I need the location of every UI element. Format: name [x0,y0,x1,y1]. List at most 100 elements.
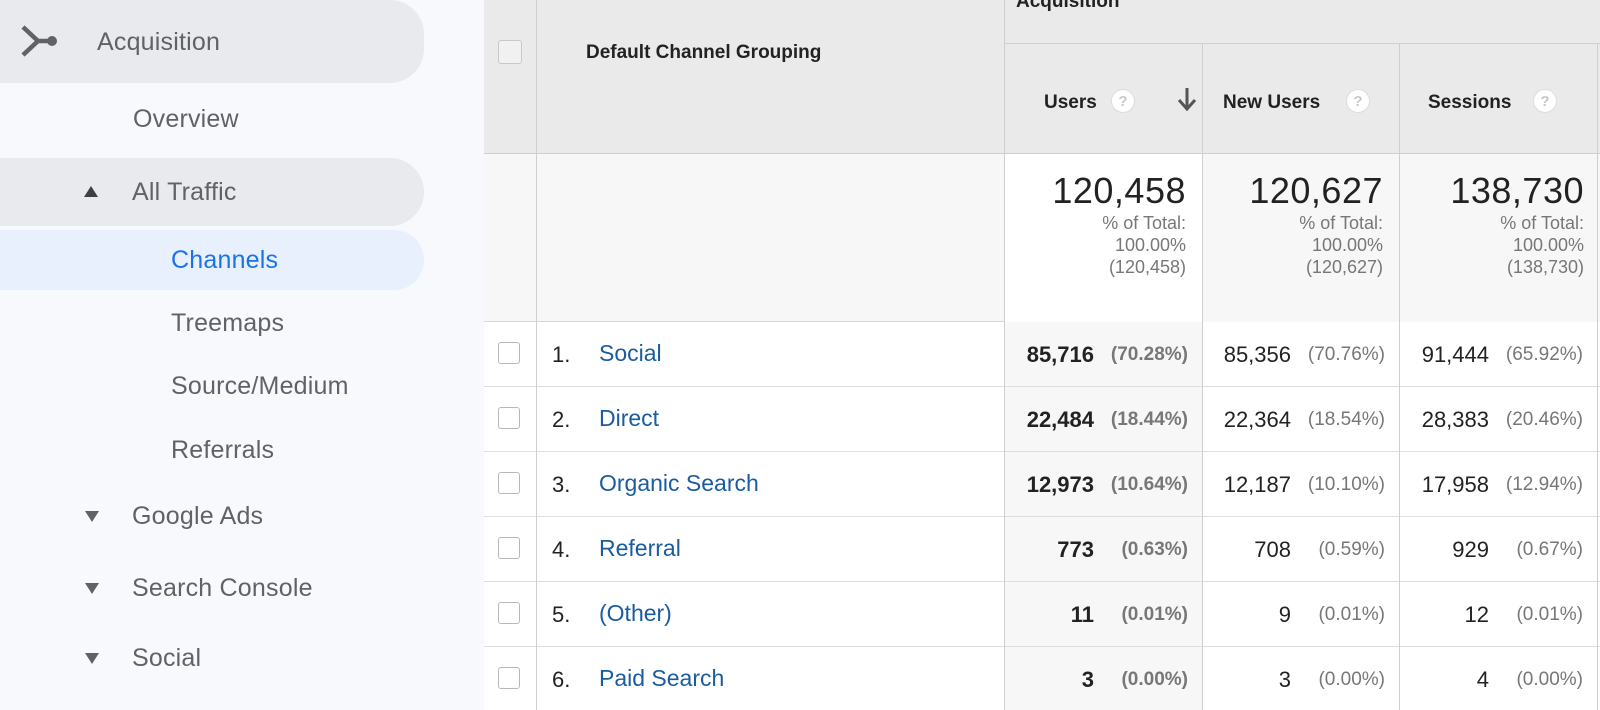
sessions-header[interactable]: Sessions [1428,92,1512,113]
new-users-value: 85,356 [1223,342,1291,367]
total-users-cell: 120,458 % of Total: 100.00% (120,458) [1004,154,1202,322]
nav-referrals-label: Referrals [171,436,275,464]
collapse-arrow-icon [84,186,98,197]
sessions-cell: 91,444 (65.92%) [1399,322,1597,386]
nav-google-ads[interactable]: Google Ads [0,486,424,546]
row-index: 4. [552,537,571,562]
row-checkbox[interactable] [498,602,520,624]
nav-channels[interactable]: Channels [0,230,424,290]
row-index: 3. [552,472,571,497]
nav-treemaps[interactable]: Treemaps [0,294,424,354]
new-users-percent: (0.01%) [1318,604,1385,625]
new-users-cell: 85,356 (70.76%) [1202,322,1399,386]
new-users-help-icon[interactable]: ? [1346,89,1370,113]
nav-social-label: Social [132,644,202,672]
nav-google-ads-label: Google Ads [132,502,264,530]
channel-link[interactable]: Paid Search [599,665,725,691]
acquisition-icon [21,25,57,57]
channel-link[interactable]: Direct [599,405,660,431]
channel-link[interactable]: Referral [599,535,681,561]
nav-source-medium[interactable]: Source/Medium [0,357,424,417]
channel-link[interactable]: Organic Search [599,470,759,496]
channel-link[interactable]: Social [599,340,662,366]
new-users-cell: 12,187 (10.10%) [1202,452,1399,516]
sessions-value: 91,444 [1421,342,1489,367]
pct-label: % of Total: [1102,213,1186,233]
col-divider [1597,43,1598,710]
sessions-value: 17,958 [1421,472,1489,497]
row-index: 5. [552,602,571,627]
pct-label: % of Total: [1500,213,1584,233]
users-cell: 11 (0.01%) [1004,582,1202,646]
nav-treemaps-label: Treemaps [171,309,285,337]
total-sessions-sub: % of Total: 100.00% (138,730) [1500,212,1584,278]
table-row: 2. Direct 22,484 (18.44%) 22,364 (18.54%) 28,3… [484,387,1600,452]
users-help-icon[interactable]: ? [1111,89,1135,113]
col-divider [1399,43,1400,710]
new-users-value: 708 [1254,537,1291,562]
acquisition-group-header: Acquisition [1016,0,1120,12]
new-users-value: 3 [1278,667,1291,692]
nav-source-medium-label: Source/Medium [171,372,349,400]
table-row: 5. (Other) 11 (0.01%) 9 (0.01%) 12 (0.01%) [484,582,1600,647]
row-checkbox[interactable] [498,667,520,689]
users-percent: (0.01%) [1121,604,1188,625]
expand-arrow-icon [85,583,99,594]
sessions-percent: (0.01%) [1516,604,1583,625]
sessions-help-icon[interactable]: ? [1533,89,1557,113]
totals-row: 120,458 % of Total: 100.00% (120,458) 12… [484,154,1600,322]
users-value: 11 [1070,602,1094,627]
new-users-percent: (0.59%) [1318,539,1385,560]
total-value: (120,627) [1305,257,1383,277]
sessions-cell: 4 (0.00%) [1399,647,1597,710]
total-sessions-value: 138,730 [1450,170,1584,211]
expand-arrow-icon [85,653,99,664]
pct-value: 100.00% [1512,235,1584,255]
row-index: 6. [552,667,571,692]
table-row: 3. Organic Search 12,973 (10.64%) 12,187 (10.… [484,452,1600,517]
users-percent: (0.63%) [1121,539,1188,560]
sessions-cell: 929 (0.67%) [1399,517,1597,581]
sessions-value: 28,383 [1421,407,1489,432]
group-divider [1004,43,1600,44]
new-users-percent: (0.00%) [1318,669,1385,690]
nav-search-console-label: Search Console [132,574,313,602]
pct-value: 100.00% [1311,235,1383,255]
nav-social[interactable]: Social [0,628,424,688]
users-percent: (18.44%) [1110,409,1188,430]
new-users-cell: 3 (0.00%) [1202,647,1399,710]
sessions-value: 12 [1464,602,1489,627]
nav-acquisition-label: Acquisition [97,28,221,56]
expand-arrow-icon [85,511,99,522]
sessions-value: 4 [1476,667,1489,692]
sessions-cell: 17,958 (12.94%) [1399,452,1597,516]
dimension-header[interactable]: Default Channel Grouping [586,42,822,63]
row-checkbox[interactable] [498,537,520,559]
report-table: Default Channel Grouping Acquisition Use… [484,0,1600,710]
nav-channels-label: Channels [171,246,279,274]
row-checkbox[interactable] [498,472,520,494]
col-divider [1202,43,1203,710]
nav-search-console[interactable]: Search Console [0,558,424,618]
users-cell: 85,716 (70.28%) [1004,322,1202,386]
pct-value: 100.00% [1114,235,1186,255]
nav-acquisition[interactable]: Acquisition [0,0,424,83]
sort-descending-icon[interactable] [1176,86,1198,112]
nav-all-traffic[interactable]: All Traffic [0,158,424,226]
new-users-header[interactable]: New Users [1223,92,1321,113]
nav-referrals[interactable]: Referrals [0,420,424,480]
new-users-cell: 22,364 (18.54%) [1202,387,1399,451]
new-users-percent: (18.54%) [1307,409,1385,430]
col-divider [536,0,537,710]
sessions-percent: (65.92%) [1505,344,1583,365]
nav-overview[interactable]: Overview [0,89,424,149]
row-checkbox[interactable] [498,407,520,429]
total-new-users-cell: 120,627 % of Total: 100.00% (120,627) [1202,154,1399,322]
channel-link[interactable]: (Other) [599,600,672,626]
sessions-percent: (0.00%) [1516,669,1583,690]
select-all-checkbox[interactable] [498,40,522,64]
users-header[interactable]: Users [1044,92,1097,113]
new-users-cell: 708 (0.59%) [1202,517,1399,581]
row-checkbox[interactable] [498,342,520,364]
pct-label: % of Total: [1299,213,1383,233]
